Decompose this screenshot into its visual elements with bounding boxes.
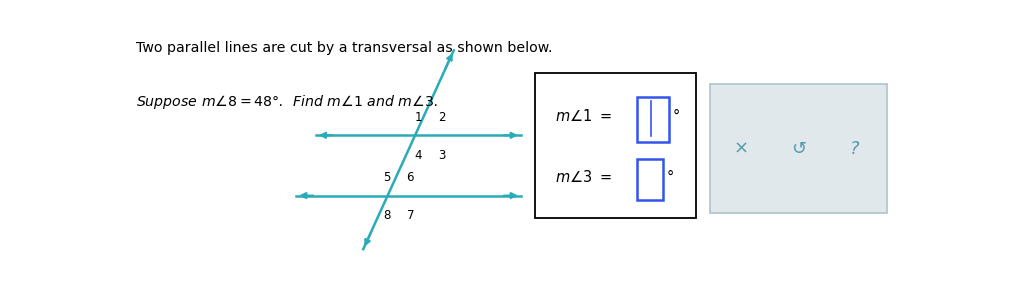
Text: 5: 5: [383, 171, 391, 184]
Bar: [534, 73, 696, 218]
Text: 1: 1: [415, 111, 423, 124]
Bar: [637, 97, 669, 142]
Text: °: °: [666, 170, 674, 185]
Text: 3: 3: [438, 149, 445, 162]
Text: $m\angle 1\ =$: $m\angle 1\ =$: [555, 108, 612, 124]
Bar: [637, 160, 663, 200]
Text: ×: ×: [734, 140, 749, 158]
Text: ↺: ↺: [790, 140, 806, 158]
Text: 2: 2: [438, 111, 446, 124]
Text: 6: 6: [406, 171, 415, 184]
Text: 4: 4: [415, 149, 423, 162]
Text: Suppose $m\angle 8 = 48°$.  Find $m\angle 1$ and $m\angle 3$.: Suppose $m\angle 8 = 48°$. Find $m\angle…: [136, 93, 438, 111]
Text: °: °: [673, 109, 680, 124]
Bar: [709, 84, 887, 213]
Text: 8: 8: [383, 209, 391, 222]
Text: ?: ?: [850, 140, 860, 158]
Text: Two parallel lines are cut by a transversal as shown below.: Two parallel lines are cut by a transver…: [136, 41, 553, 55]
Text: 7: 7: [406, 209, 415, 222]
Text: $m\angle 3\ =$: $m\angle 3\ =$: [555, 169, 612, 185]
